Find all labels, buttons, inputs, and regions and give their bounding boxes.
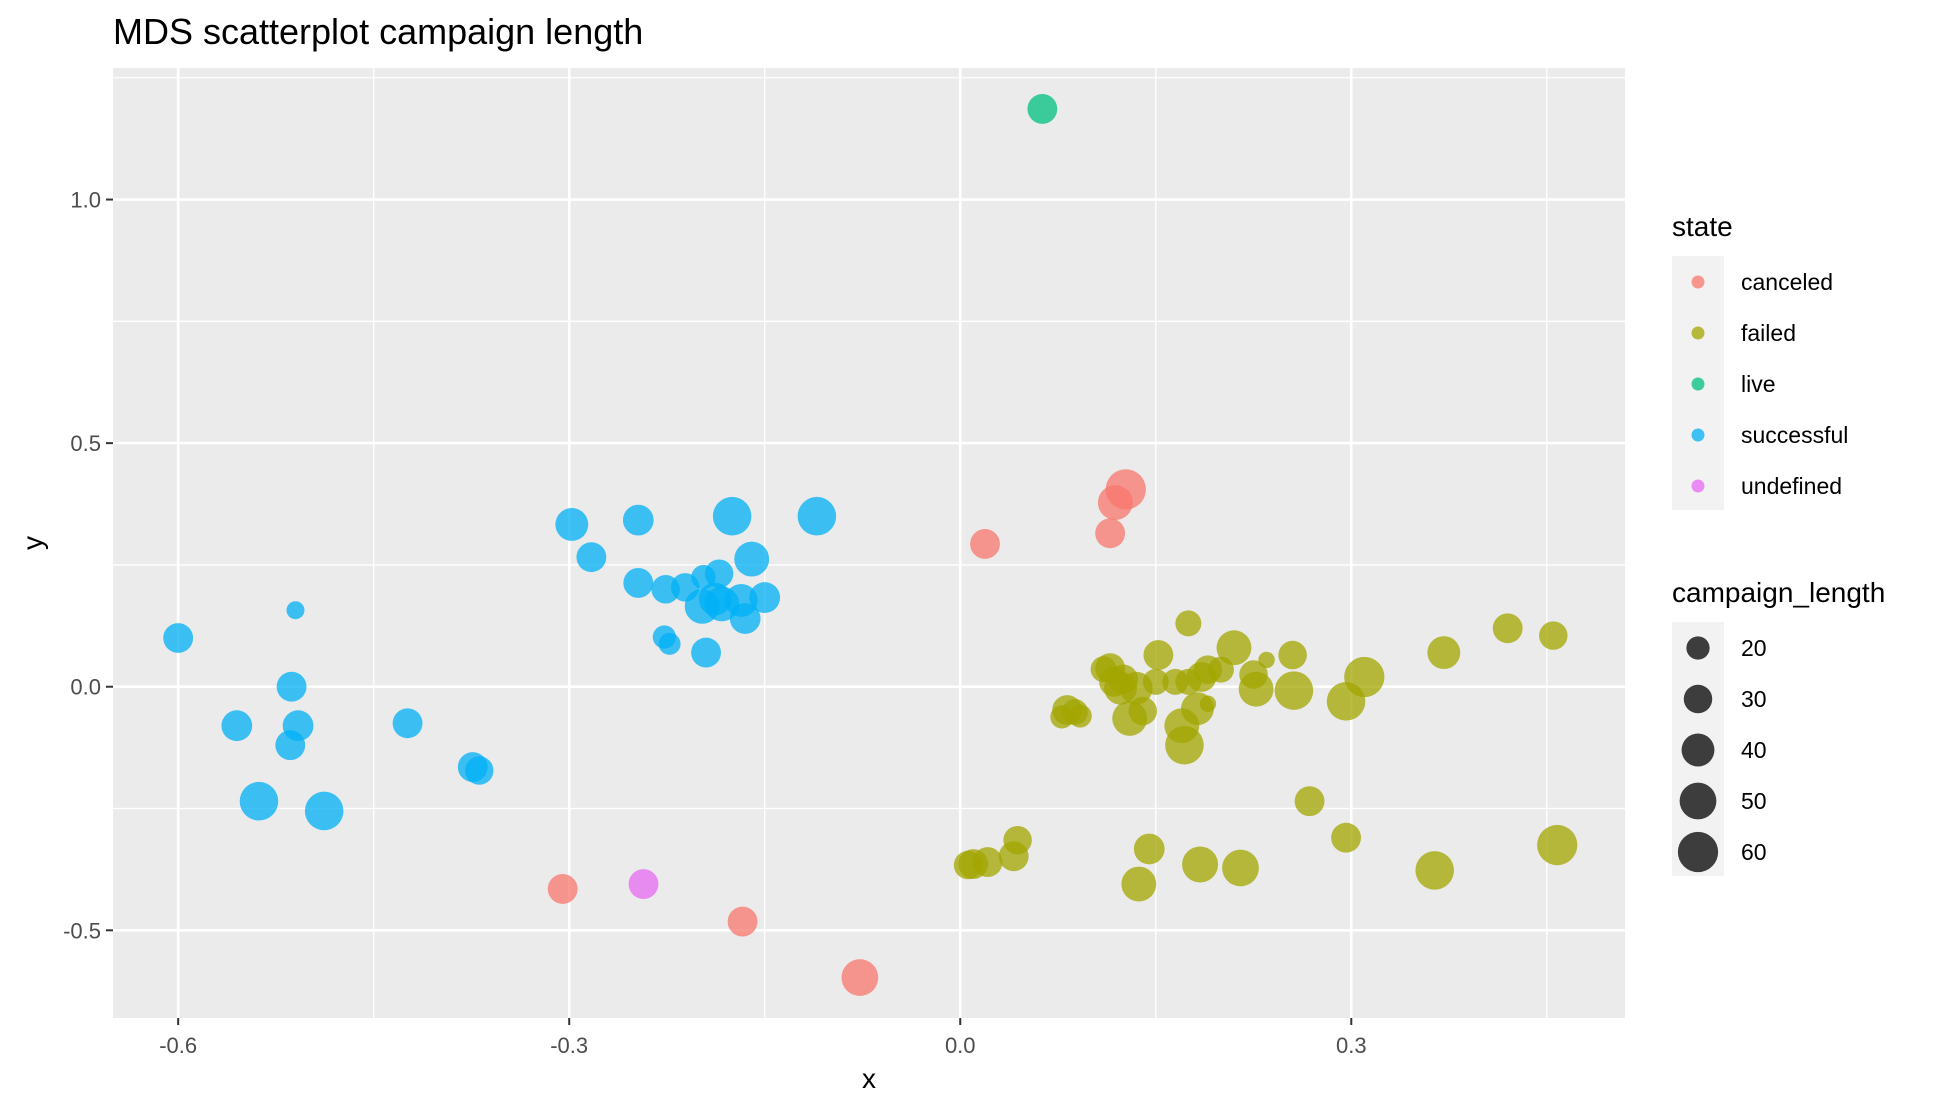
data-point-successful [691,637,722,668]
data-point-successful [749,582,781,613]
campaign-length-legend-title: campaign_length [1672,577,1885,608]
x-tick-label: -0.3 [550,1033,588,1058]
data-point-failed [1222,849,1259,887]
data-points [163,93,1578,996]
data-point-failed [1326,682,1366,721]
data-point-failed [998,841,1029,872]
data-point-successful [286,601,305,620]
data-point-successful [276,671,307,702]
x-tick-label: 0.0 [945,1033,976,1058]
data-point-failed [1216,630,1252,666]
data-point-successful [704,559,734,588]
size-legend-key-40 [1681,733,1715,767]
data-point-failed [1427,636,1461,670]
data-point-live [1027,93,1058,124]
data-point-successful [658,632,681,655]
data-point-successful [275,730,306,761]
data-point-failed [1104,671,1138,705]
data-point-successful [465,756,494,785]
state-legend-title: state [1672,211,1733,242]
data-point-failed [1143,640,1174,670]
size-legend-label-30: 30 [1741,686,1767,712]
chart-title: MDS scatterplot campaign length [113,11,643,52]
x-axis-title: x [862,1063,876,1094]
data-point-failed [1112,700,1148,736]
data-point-successful [555,508,589,541]
data-point-failed [1133,833,1165,865]
data-point-canceled [727,906,758,937]
size-legend-label-20: 20 [1741,635,1767,661]
minor-gridlines [113,68,1625,1018]
y-tick-label: 1.0 [70,188,101,213]
size-legend-key-20 [1686,636,1710,660]
data-point-successful [239,781,279,821]
y-axis-ticks: 1.0 0.5 0.0 -0.5 [63,188,113,943]
legend-label-failed: failed [1741,320,1796,346]
data-point-successful [163,623,194,653]
data-point-successful [734,541,770,577]
x-tick-label: 0.3 [1336,1033,1367,1058]
data-point-canceled [1095,518,1126,549]
data-point-canceled [970,529,1000,559]
data-point-successful [622,504,654,536]
y-tick-label: 0.0 [70,675,101,700]
data-point-failed [1199,695,1217,712]
legend-label-successful: successful [1741,422,1848,448]
data-point-canceled [547,873,578,904]
data-point-failed [1175,610,1202,637]
data-point-failed [1121,866,1157,902]
data-point-undefined [628,869,659,899]
data-point-failed [1274,671,1314,710]
legend-key-failed [1691,326,1705,340]
data-point-failed [1238,671,1274,707]
legend-label-canceled: canceled [1741,269,1833,295]
data-point-canceled [841,959,879,996]
size-legend-key-30 [1683,684,1713,714]
data-point-failed [1162,668,1189,695]
legend-label-live: live [1741,371,1776,397]
legend-label-undefined: undefined [1741,473,1842,499]
legend-key-successful [1691,428,1705,442]
data-point-canceled [1097,485,1133,521]
data-point-successful [729,603,761,634]
plot-panel [113,68,1625,1018]
campaign-length-legend: campaign_length 20 30 40 50 60 [1672,577,1885,876]
data-point-failed [1415,851,1454,890]
data-point-failed [1165,725,1204,765]
data-point-failed [1539,621,1568,650]
state-legend-items: canceled failed live successful undefined [1672,256,1848,510]
y-tick-label: -0.5 [63,918,101,943]
data-point-successful [623,568,654,598]
size-legend-label-50: 50 [1741,788,1767,814]
size-legend-key-50 [1679,782,1717,820]
y-axis-title: y [17,536,48,550]
legend-key-undefined [1691,479,1705,493]
data-point-failed [1331,822,1361,853]
data-point-failed [1182,846,1219,883]
data-point-failed [953,850,983,880]
state-legend: state canceled failed live successful undefi… [1672,211,1848,510]
data-point-failed [1050,705,1074,729]
data-point-successful [797,496,837,536]
data-point-successful [576,542,607,573]
data-point-failed [1278,640,1307,670]
data-point-failed [1294,786,1325,817]
size-legend-key-60 [1677,831,1719,873]
data-point-successful [221,710,253,742]
data-point-failed [1537,824,1578,866]
size-legend-label-40: 40 [1741,737,1767,763]
data-point-successful [392,708,423,739]
data-point-failed [1492,613,1523,644]
size-legend-label-60: 60 [1741,839,1767,865]
data-point-successful [304,791,344,831]
legend-key-canceled [1691,275,1705,289]
y-tick-label: 0.5 [70,431,101,456]
x-axis-ticks: -0.6 -0.3 0.0 0.3 [159,1018,1367,1058]
data-point-successful [712,496,752,536]
legend-key-live [1691,377,1705,391]
campaign-length-legend-items: 20 30 40 50 60 [1672,622,1767,876]
x-tick-label: -0.6 [159,1033,197,1058]
